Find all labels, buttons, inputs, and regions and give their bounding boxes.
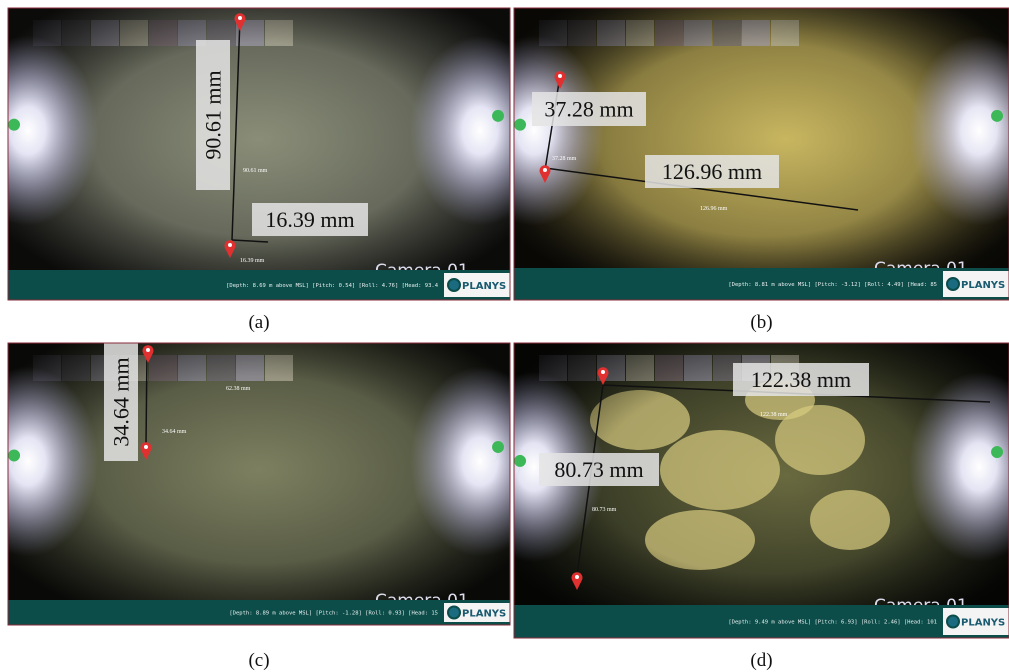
logo-text: PLANYS xyxy=(961,280,1005,291)
overlay-text: 62.38 mm xyxy=(226,386,251,392)
logo-icon xyxy=(947,278,959,290)
measure-label: 37.28 mm xyxy=(544,97,633,122)
pin-dot xyxy=(575,575,579,579)
measure-overlay: 80.73 mm xyxy=(592,507,617,513)
pin-dot xyxy=(558,74,562,78)
measure-overlay: 90.61 mm xyxy=(243,168,268,174)
logo-text: PLANYS xyxy=(961,618,1005,629)
logo-icon xyxy=(947,616,959,628)
caption: (a) xyxy=(248,312,269,333)
logo-icon xyxy=(448,279,460,291)
pin-dot xyxy=(228,243,232,247)
measure-label: 16.39 mm xyxy=(265,207,354,232)
measure-label: 90.61 mm xyxy=(201,70,226,159)
measure-label: 34.64 mm xyxy=(109,357,134,446)
measure-overlay: 126.96 mm xyxy=(700,206,728,212)
measure-label: 126.96 mm xyxy=(662,159,762,184)
pin-dot xyxy=(144,445,148,449)
measure-overlay: 37.28 mm xyxy=(552,156,577,162)
measure-line xyxy=(146,350,147,445)
measure-overlay: 122.38 mm xyxy=(760,412,788,418)
logo-text: PLANYS xyxy=(462,609,506,620)
status-text: [Depth: 8.89 m above MSL] [Pitch: -1.28]… xyxy=(229,611,438,617)
caption: (b) xyxy=(750,312,772,333)
measure-label: 80.73 mm xyxy=(554,457,643,482)
measure-label: 122.38 mm xyxy=(751,367,851,392)
pin-dot xyxy=(543,168,547,172)
measure-overlay: 34.64 mm xyxy=(162,429,187,435)
status-text: [Depth: 8.81 m above MSL] [Pitch: -3.12]… xyxy=(728,282,937,288)
status-text: [Depth: 9.49 m above MSL] [Pitch: 6.93] … xyxy=(728,620,937,626)
pin-dot xyxy=(601,370,605,374)
pin-dot xyxy=(146,348,150,352)
pin-dot xyxy=(238,16,242,20)
measure-overlay: 16.39 mm xyxy=(240,258,265,264)
logo-text: PLANYS xyxy=(462,281,506,292)
caption: (d) xyxy=(750,650,772,671)
status-text: [Depth: 8.69 m above MSL] [Pitch: 0.54] … xyxy=(226,283,439,289)
figure: Camera 0190.61 mm16.39 mm90.61 mm16.39 m… xyxy=(0,0,1009,672)
caption: (c) xyxy=(248,650,269,671)
logo-icon xyxy=(448,607,460,619)
